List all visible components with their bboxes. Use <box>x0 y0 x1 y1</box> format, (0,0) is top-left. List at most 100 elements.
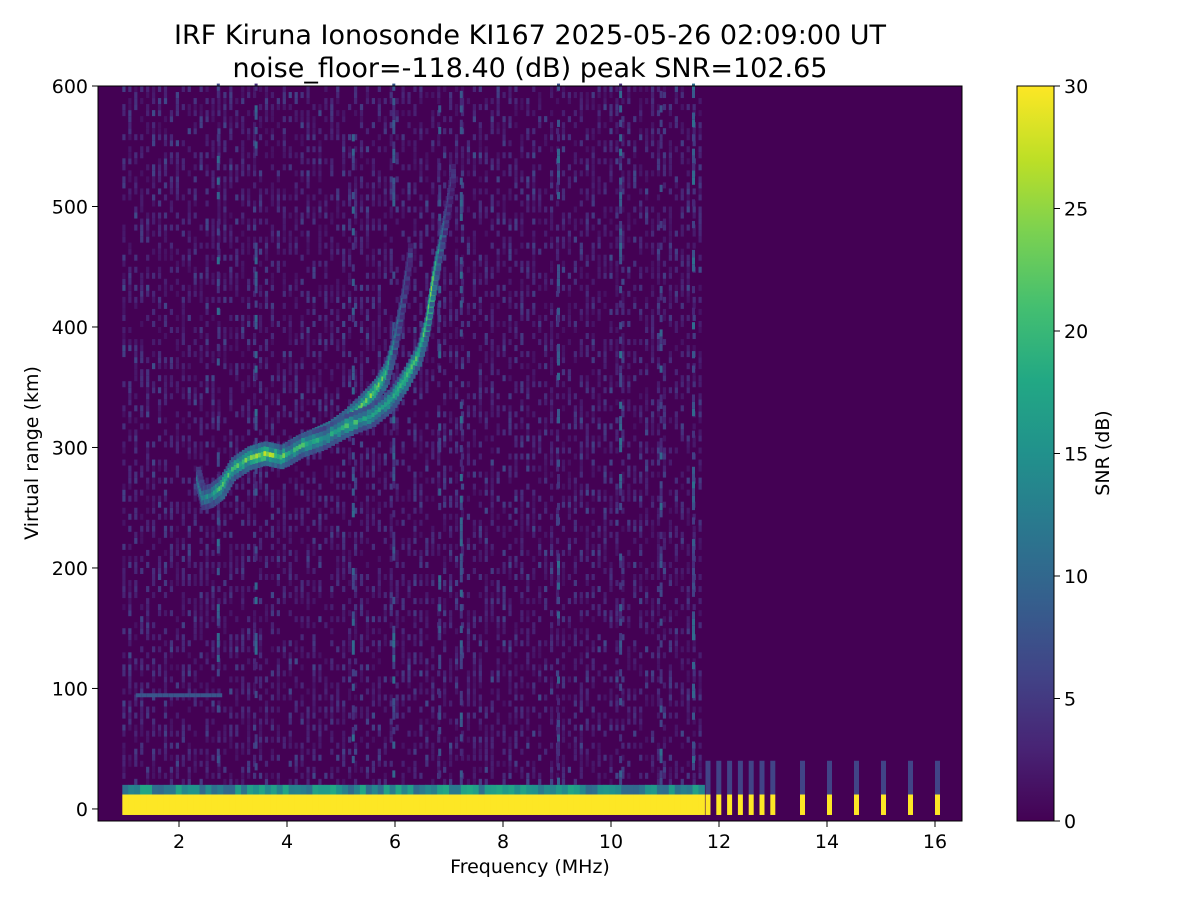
noise-cell <box>258 634 263 641</box>
noise-cell <box>241 519 245 526</box>
noise-cell <box>342 555 346 562</box>
noise-cell <box>371 254 376 261</box>
noise-cell <box>157 586 162 593</box>
noise-cell <box>561 724 566 731</box>
noise-cell <box>443 146 447 153</box>
noise-cell <box>353 164 358 171</box>
noise-cell <box>157 417 162 424</box>
noise-cell <box>567 483 572 490</box>
noise-cell <box>508 525 512 532</box>
noise-cell <box>241 682 245 689</box>
noise-cell <box>389 381 393 388</box>
noise-cell <box>561 357 566 364</box>
noise-cell <box>544 339 548 346</box>
noise-cell <box>419 92 423 99</box>
noise-cell <box>472 411 476 418</box>
noise-cell <box>300 592 304 599</box>
noise-cell <box>460 164 465 171</box>
noise-cell <box>169 664 174 671</box>
noise-cell <box>437 339 441 346</box>
noise-cell <box>561 92 566 99</box>
noise-cell <box>276 694 280 701</box>
noise-cell <box>235 272 239 279</box>
noise-cell <box>169 435 174 442</box>
noise-cell <box>508 92 512 99</box>
noise-cell <box>508 278 512 285</box>
noise-cell <box>419 290 423 297</box>
noise-cell <box>526 598 530 605</box>
noise-cell <box>502 345 506 352</box>
noise-cell <box>199 778 203 785</box>
noise-cell <box>217 333 221 340</box>
noise-cell <box>561 760 566 767</box>
noise-cell <box>449 549 453 556</box>
noise-cell <box>591 308 595 315</box>
noise-cell <box>217 700 221 707</box>
noise-cell <box>443 766 447 773</box>
noise-cell <box>342 610 346 617</box>
noise-cell <box>181 730 185 737</box>
noise-cell <box>460 622 465 629</box>
noise-cell <box>549 92 554 99</box>
noise-cell <box>241 549 245 556</box>
noise-cell <box>538 477 542 484</box>
noise-cell <box>359 459 364 466</box>
noise-cell <box>229 652 233 659</box>
noise-cell <box>348 634 352 641</box>
noise-cell <box>128 194 132 201</box>
noise-cell <box>466 694 471 701</box>
noise-cell <box>276 399 280 406</box>
noise-cell <box>300 212 304 219</box>
noise-cell <box>425 754 429 761</box>
noise-cell <box>175 224 179 231</box>
noise-cell <box>532 610 536 617</box>
noise-cell <box>312 567 316 574</box>
noise-cell <box>205 272 209 279</box>
noise-cell <box>431 375 435 382</box>
noise-cell <box>526 634 530 641</box>
noise-cell <box>561 549 566 556</box>
noise-cell <box>514 712 518 719</box>
noise-cell <box>252 236 257 243</box>
noise-cell <box>555 628 560 635</box>
noise-cell <box>371 302 376 309</box>
noise-cell <box>199 242 203 249</box>
noise-cell <box>389 86 393 93</box>
noise-cell <box>395 682 399 689</box>
noise-cell <box>478 640 482 647</box>
noise-cell <box>395 592 399 599</box>
noise-cell <box>532 622 536 629</box>
noise-cell <box>312 471 316 478</box>
noise-cell <box>496 158 500 165</box>
noise-cell <box>544 459 548 466</box>
noise-cell <box>490 206 494 213</box>
noise-cell <box>181 573 185 581</box>
noise-cell <box>567 314 572 321</box>
noise-cell <box>294 640 298 647</box>
noise-cell <box>389 236 393 243</box>
noise-cell <box>247 519 251 526</box>
noise-cell <box>264 561 269 568</box>
noise-cell <box>389 158 393 165</box>
noise-cell <box>544 586 548 593</box>
noise-cell <box>597 555 601 562</box>
noise-cell <box>318 405 322 412</box>
noise-cell <box>199 567 203 574</box>
noise-cell <box>152 718 156 725</box>
noise-cell <box>342 351 346 358</box>
noise-cell <box>496 712 500 719</box>
noise-cell <box>573 453 577 460</box>
noise-cell <box>591 447 595 454</box>
noise-cell <box>175 730 179 737</box>
noise-cell <box>561 495 566 502</box>
noise-cell <box>549 345 554 352</box>
noise-cell <box>353 200 358 207</box>
noise-cell <box>520 333 524 340</box>
noise-cell <box>205 134 209 141</box>
noise-cell <box>134 513 138 520</box>
noise-cell <box>300 339 304 346</box>
noise-cell <box>205 573 209 581</box>
noise-cell <box>561 447 566 454</box>
noise-cell <box>443 423 447 430</box>
noise-cell <box>520 290 524 297</box>
